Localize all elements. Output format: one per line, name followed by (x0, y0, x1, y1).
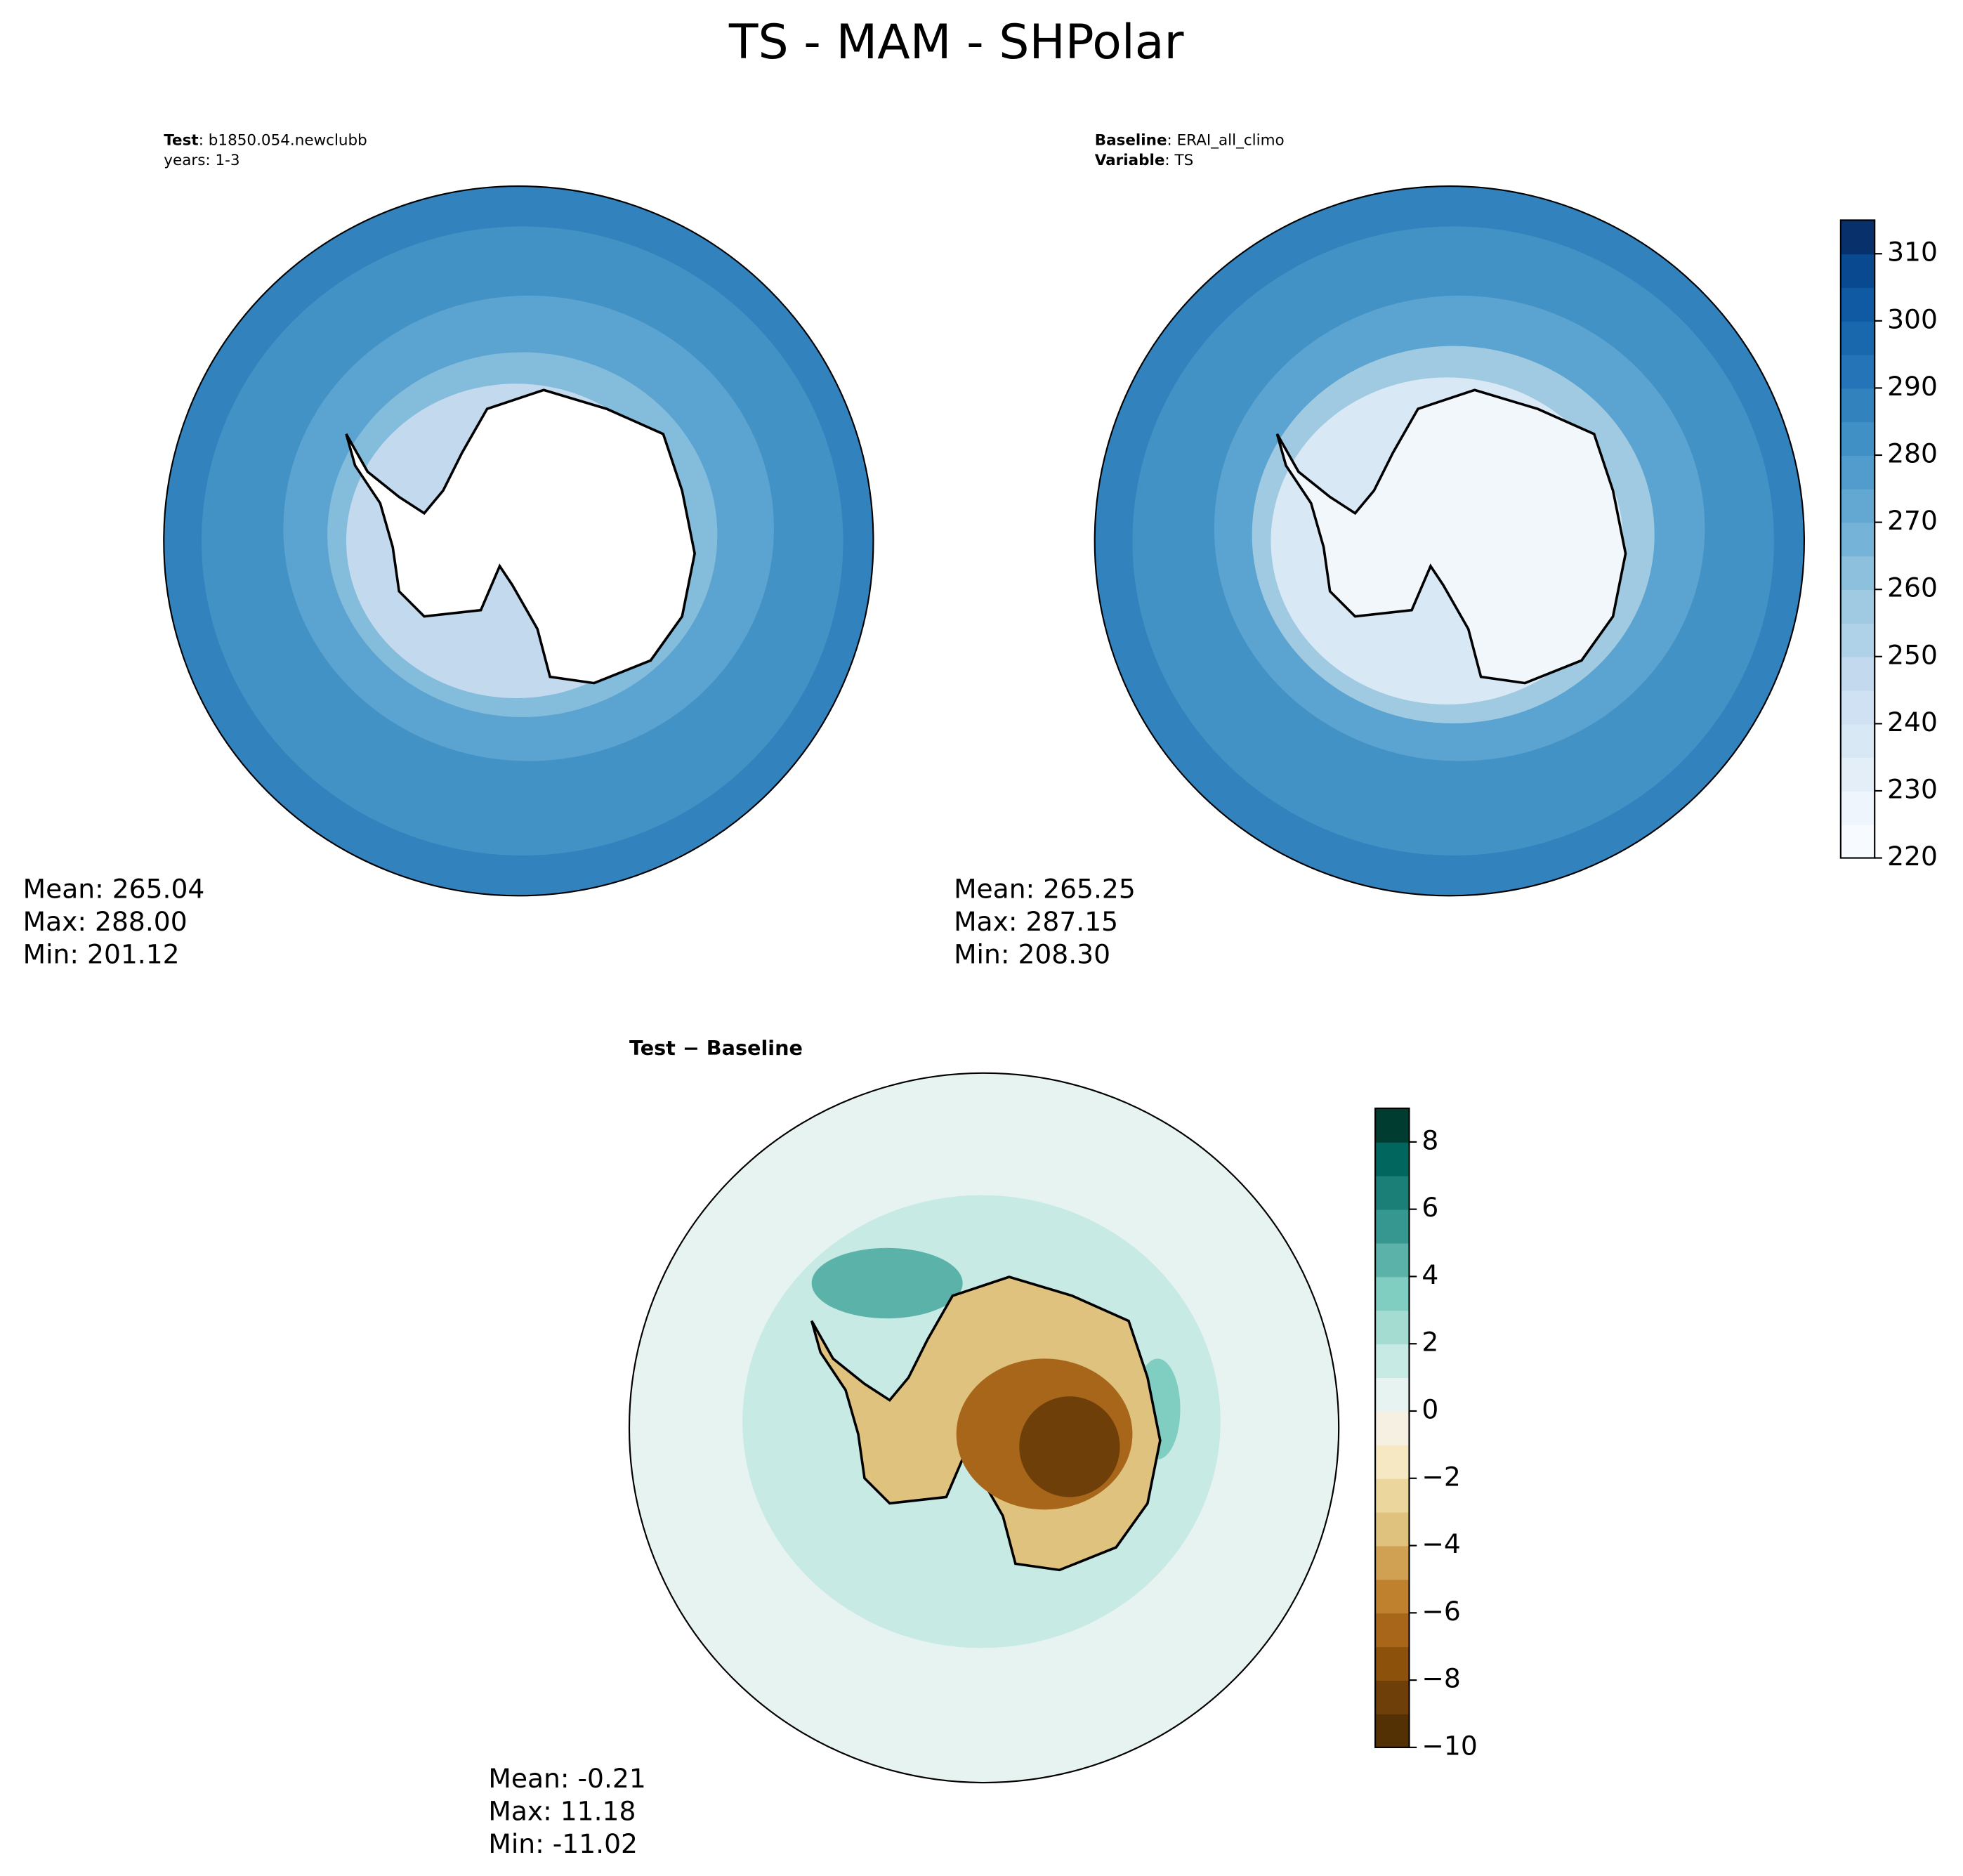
diff-field (811, 1247, 963, 1319)
colorbar-band (1840, 320, 1875, 355)
colorbar-band (1375, 1511, 1410, 1547)
colorbar-tick-label: −10 (1422, 1730, 1477, 1761)
colorbar-band (1375, 1141, 1410, 1176)
colorbar-band (1840, 656, 1875, 691)
colorbar-band (1840, 556, 1875, 591)
colorbar-band (1375, 1444, 1410, 1479)
stat-line: Max: 287.15 (954, 906, 1118, 937)
panel-label: Test: b1850.054.newclubb (164, 132, 367, 150)
colorbar-frame (1374, 1107, 1410, 1748)
colorbar-tick-label: −4 (1422, 1528, 1460, 1559)
colorbar-band (1375, 1713, 1410, 1748)
colorbar-tick-label: 310 (1887, 237, 1938, 268)
colorbar-band (1840, 824, 1875, 859)
stat-line: Max: 288.00 (23, 906, 188, 937)
colorbar-band (1840, 488, 1875, 523)
colorbar-band (1375, 1646, 1410, 1681)
panel-label: years: 1-3 (164, 152, 239, 169)
label-key: Variable (1095, 152, 1165, 169)
colorbar-tick-label: 0 (1422, 1393, 1438, 1424)
colorbar-band (1375, 1175, 1410, 1210)
panel-label: Baseline: ERAI_all_climo (1095, 132, 1285, 150)
colorbar-band (1840, 455, 1875, 490)
colorbar-band (1840, 287, 1875, 322)
map-border (1094, 185, 1805, 897)
colorbar-band (1840, 522, 1875, 557)
colorbar-tick-label: 290 (1887, 371, 1938, 402)
colorbar-band (1375, 1613, 1410, 1648)
stat-line: Min: 208.30 (954, 939, 1110, 970)
colorbar-band (1375, 1545, 1410, 1580)
colorbar-band (1840, 622, 1875, 657)
colorbar-tick-label: 2 (1422, 1327, 1438, 1358)
colorbar-band (1375, 1377, 1410, 1412)
label-key: Baseline (1095, 132, 1167, 150)
colorbar-band (1840, 723, 1875, 759)
colorbar-tick-label: −8 (1422, 1663, 1460, 1694)
difference-map (629, 1073, 1339, 1783)
colorbar-band (1840, 421, 1875, 456)
colorbar-band (1840, 254, 1875, 288)
panel-label: Test − Baseline (629, 1036, 803, 1060)
colorbar-band (1840, 388, 1875, 423)
colorbar-tick-label: 260 (1887, 572, 1938, 603)
colorbar-tick-label: 280 (1887, 438, 1938, 469)
colorbar-frame (1839, 219, 1876, 859)
colorbar-band (1375, 1108, 1410, 1143)
colorbar-tick-label: 300 (1887, 303, 1938, 334)
colorbar-band (1375, 1276, 1410, 1311)
stat-line: Min: -11.02 (488, 1828, 638, 1859)
stat-line: Max: 11.18 (488, 1796, 636, 1827)
diff-field (1019, 1396, 1120, 1497)
colorbar-band (1375, 1209, 1410, 1244)
colorbar-tick-label: 8 (1422, 1124, 1438, 1155)
map-border (163, 185, 874, 897)
colorbar-tick-label: −6 (1422, 1596, 1460, 1627)
colorbar-band (1375, 1478, 1410, 1513)
map-border (628, 1072, 1340, 1784)
colorbar-band (1375, 1410, 1410, 1445)
stat-line: Mean: -0.21 (488, 1763, 645, 1794)
colorbar-tick-label: 270 (1887, 505, 1938, 536)
label-value: : b1850.054.newclubb (199, 132, 367, 150)
colorbar-tick-label: 4 (1422, 1259, 1438, 1290)
test-map (164, 186, 874, 896)
label-value: : ERAI_all_climo (1167, 132, 1285, 150)
colorbar-band (1840, 757, 1875, 792)
label-key: Test (164, 132, 198, 150)
colorbar-tick-label: −2 (1422, 1461, 1460, 1492)
stat-line: Mean: 265.04 (23, 874, 205, 905)
colorbar-tick-label: 230 (1887, 773, 1938, 804)
colorbar-band (1840, 354, 1875, 389)
colorbar-band (1840, 690, 1875, 725)
colorbar-tick-label: 220 (1887, 841, 1938, 872)
stat-line: Mean: 265.25 (954, 874, 1136, 905)
figure-title: TS - MAM - SHPolar (728, 15, 1184, 70)
annotations: Test: b1850.054.newclubb years: 1-3 Base… (164, 132, 1284, 1060)
colorbar-band (1840, 589, 1875, 624)
baseline-map (1094, 186, 1804, 896)
colorbar-band (1375, 1310, 1410, 1345)
panel-label: Variable: TS (1095, 152, 1194, 169)
colorbar-band (1840, 790, 1875, 825)
stat-line: Min: 201.12 (23, 939, 180, 970)
colorbar-tick-label: 250 (1887, 639, 1938, 670)
colorbar-band (1375, 1680, 1410, 1714)
colorbar-band (1375, 1579, 1410, 1614)
colorbar-band (1840, 220, 1875, 255)
colorbar-band (1375, 1344, 1410, 1378)
colorbar-band (1375, 1242, 1410, 1278)
colorbar-tick-label: 6 (1422, 1192, 1438, 1223)
colorbar-tick-label: 240 (1887, 707, 1938, 737)
label-value: : TS (1164, 152, 1193, 169)
